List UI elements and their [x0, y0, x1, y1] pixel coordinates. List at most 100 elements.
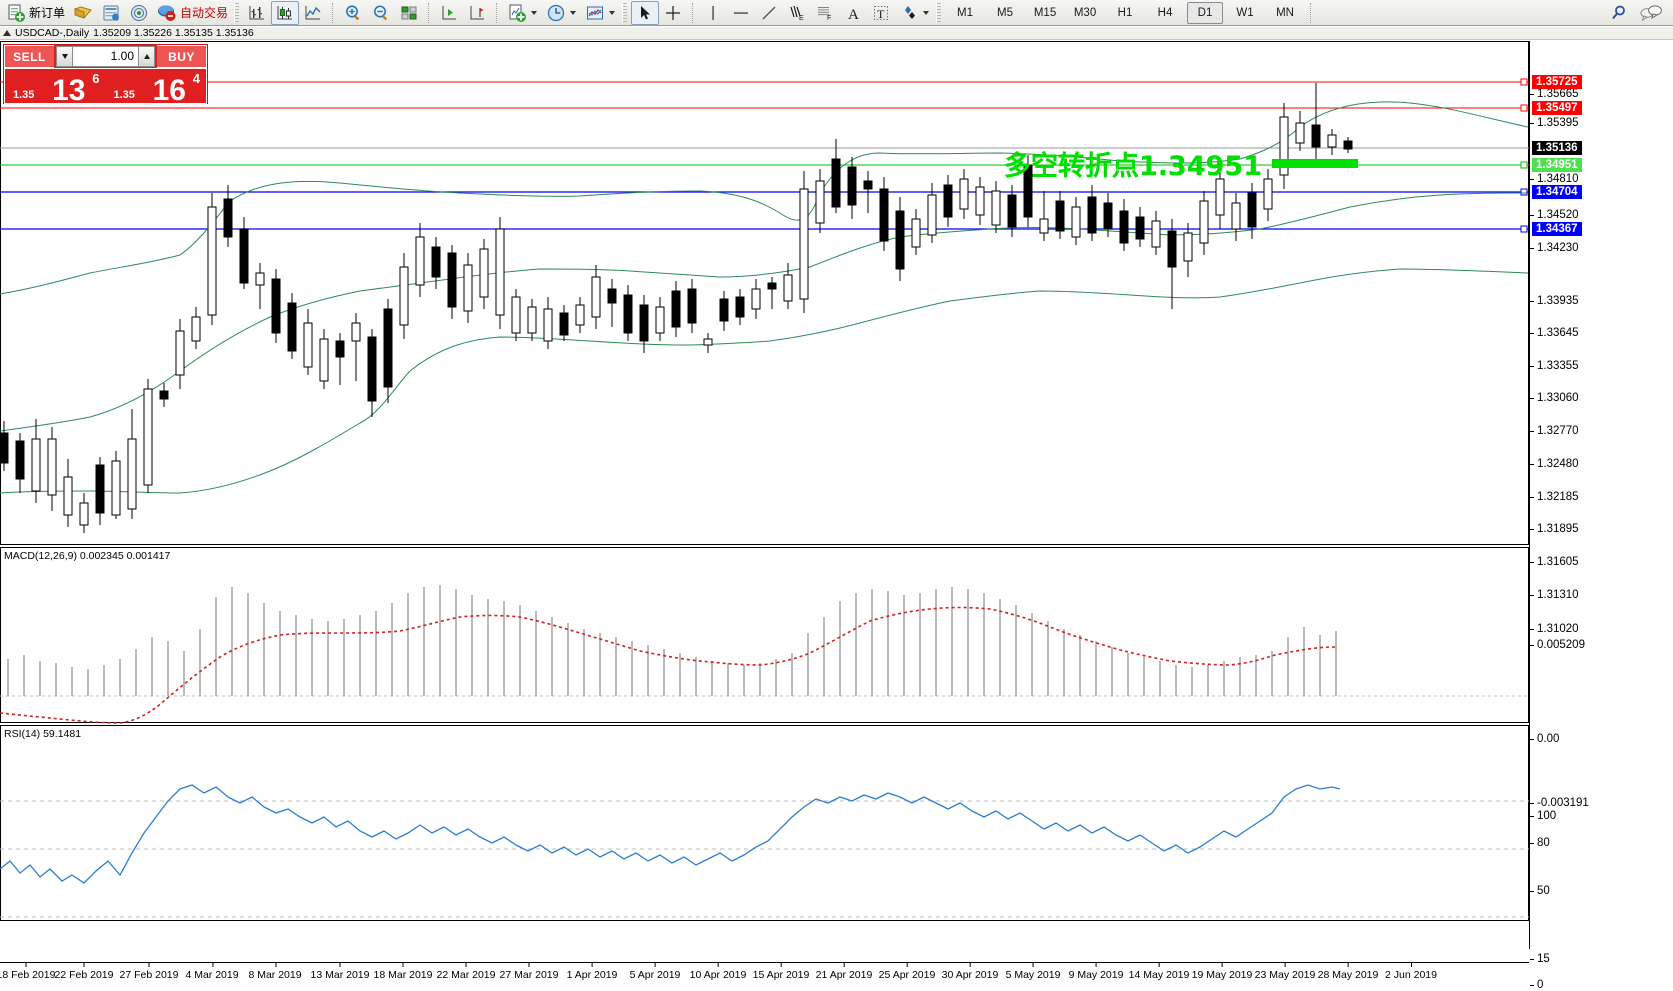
symbol-ohlc: 1.35209 1.35226 1.35135 1.35136: [93, 27, 254, 39]
timeframe-d1[interactable]: D1: [1187, 1, 1224, 24]
svg-text:T: T: [877, 7, 885, 21]
toolbar-grip-1[interactable]: [234, 2, 240, 23]
new-order-label: 新订单: [29, 5, 66, 20]
chat-icon[interactable]: [1639, 3, 1662, 23]
crosshair-button[interactable]: [659, 1, 687, 25]
horizontal-line-button[interactable]: [727, 1, 755, 25]
templates-button[interactable]: [581, 1, 620, 25]
chart-area[interactable]: 多空转折点1.34951 MACD(12,26,9) 0.002345 0.00…: [0, 41, 1673, 991]
buy-price-main: 16: [152, 74, 186, 107]
ask-price-tag[interactable]: 1.35725: [1532, 75, 1582, 89]
timeframe-m30[interactable]: M30: [1073, 6, 1097, 19]
timeframe-h1[interactable]: H1: [1117, 6, 1133, 19]
text-icon: A: [843, 3, 863, 23]
text-label-button[interactable]: T: [867, 1, 895, 25]
svg-text:E: E: [799, 15, 804, 22]
sell-button[interactable]: SELL: [4, 45, 54, 68]
shapes-icon: [899, 3, 919, 23]
volume-increment-button[interactable]: [138, 46, 155, 67]
buy-price-quote[interactable]: 1.35 16 4: [105, 68, 207, 107]
navigator-button[interactable]: [125, 1, 153, 25]
price-tick: 1.33935: [1530, 295, 1579, 307]
timeframe-m5[interactable]: M5: [997, 6, 1014, 19]
trendline-button[interactable]: [755, 1, 783, 25]
equidistant-channel-button[interactable]: E: [783, 1, 811, 25]
fibonacci-button[interactable]: F: [811, 1, 839, 25]
auto-trading-button[interactable]: 自动交易: [153, 1, 232, 25]
timeframe-m15[interactable]: M15: [1033, 6, 1057, 19]
fibonacci-icon: F: [815, 3, 835, 23]
toolbar-grip-3[interactable]: [936, 2, 942, 23]
chevron-down-icon[interactable]: [923, 10, 930, 15]
cursor-button[interactable]: [631, 0, 660, 25]
date-tick: 22 Feb 2019: [54, 962, 114, 981]
chart-canvas[interactable]: [0, 41, 1529, 949]
chevron-down-icon[interactable]: [531, 10, 538, 15]
chart-shift-button[interactable]: [463, 1, 491, 25]
timeframe-mn[interactable]: MN: [1276, 6, 1294, 19]
open-data-folder-button[interactable]: [69, 1, 97, 25]
price-axis[interactable]: 1.35665 1.35395 1.34810 1.34520 1.34230 …: [1529, 41, 1673, 991]
date-tick: 18 Feb 2019: [0, 962, 55, 981]
toolbar-separator-1: [332, 2, 334, 23]
buy-button[interactable]: BUY: [157, 45, 207, 68]
chart-annotation-label: 多空转折点1.34951: [1004, 151, 1262, 182]
volume-input[interactable]: 1.00: [73, 46, 138, 67]
timeframe-w1[interactable]: W1: [1236, 6, 1254, 19]
sell-price-prefix: 1.35: [13, 89, 35, 101]
rsi-tick: 80: [1530, 837, 1550, 849]
auto-trading-label: 自动交易: [180, 5, 229, 20]
price-tick: 1.33060: [1530, 392, 1579, 404]
terminal-button[interactable]: [97, 1, 125, 25]
toolbar-grip-2[interactable]: [622, 2, 628, 23]
vertical-line-button[interactable]: [699, 1, 727, 25]
bar-chart-button[interactable]: [243, 1, 271, 25]
zoom-out-button[interactable]: [367, 1, 395, 25]
search-icon[interactable]: [1609, 3, 1629, 23]
indicators-button[interactable]: [503, 1, 542, 25]
collapse-triangle-icon[interactable]: [3, 30, 11, 36]
bar-chart-icon: [247, 3, 267, 23]
candlestick-icon: [275, 3, 295, 23]
toolbar-separator-5: [1310, 2, 1312, 23]
support-2-price-tag[interactable]: 1.34367: [1532, 222, 1582, 236]
zoom-in-button[interactable]: [339, 1, 367, 25]
toolbar-right-group: [1609, 3, 1671, 23]
periods-button[interactable]: [542, 1, 581, 25]
price-tick: 1.34520: [1530, 209, 1579, 221]
volume-stepper[interactable]: 1.00: [56, 46, 155, 67]
toolbar-separator-4: [692, 2, 694, 23]
timeframe-m1[interactable]: M1: [957, 6, 974, 19]
folder-icon: [73, 3, 93, 23]
new-order-button[interactable]: 新订单: [2, 1, 69, 25]
price-tick: 1.32185: [1530, 491, 1579, 503]
tile-windows-button[interactable]: [395, 1, 423, 25]
line-chart-button[interactable]: [299, 1, 327, 25]
rsi-tick: 50: [1530, 885, 1550, 897]
sell-price-quote[interactable]: 1.35 13 6: [4, 68, 106, 106]
bid-price-tag[interactable]: 1.35136: [1532, 141, 1582, 155]
date-tick: 8 Mar 2019: [248, 962, 302, 981]
chevron-down-icon: [61, 54, 68, 59]
date-axis[interactable]: 18 Feb 2019 22 Feb 2019 27 Feb 2019 4 Ma…: [0, 962, 1529, 990]
svg-text:A: A: [848, 7, 859, 23]
candlestick-chart-button[interactable]: [271, 0, 300, 25]
support-1-price-tag[interactable]: 1.34704: [1532, 185, 1582, 199]
text-button[interactable]: A: [839, 1, 867, 25]
shapes-button[interactable]: [895, 1, 934, 25]
rsi-indicator-title: RSI(14) 59.1481: [4, 728, 82, 740]
one-click-trading-panel[interactable]: SELL 1.00 BUY 1.35 13 6 1.35 16 4: [3, 44, 208, 107]
volume-decrement-button[interactable]: [56, 46, 73, 67]
chevron-down-icon[interactable]: [570, 10, 577, 15]
pivot-price-tag[interactable]: 1.34951: [1532, 158, 1582, 172]
price-tick: 1.33645: [1530, 327, 1579, 339]
timeframe-h4[interactable]: H4: [1157, 6, 1173, 19]
vertical-line-icon: [703, 3, 723, 23]
buy-price-fraction: 4: [192, 71, 200, 86]
chevron-down-icon[interactable]: [609, 10, 616, 15]
sell-price-fraction: 6: [92, 71, 100, 86]
trade-panel-prices-row: 1.35 13 6 1.35 16 4: [4, 68, 207, 107]
date-tick: 18 Mar 2019: [373, 962, 433, 981]
auto-scroll-button[interactable]: [435, 1, 463, 25]
sell-level-price-tag[interactable]: 1.35497: [1532, 101, 1582, 115]
